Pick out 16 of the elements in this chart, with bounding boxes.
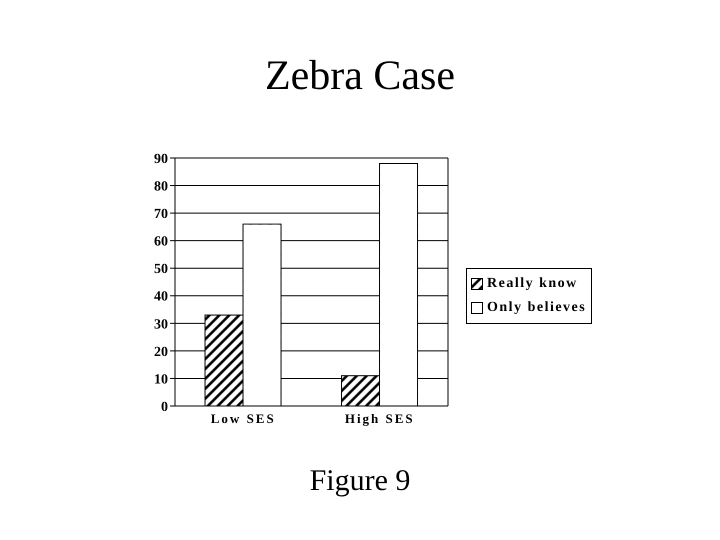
y-tick-label: 10 xyxy=(154,372,168,388)
legend-label: Only believes xyxy=(487,300,586,316)
x-tick-label: High SES xyxy=(344,411,415,426)
y-tick-label: 0 xyxy=(161,400,168,415)
y-tick-label: 80 xyxy=(154,180,168,195)
y-tick-label: 50 xyxy=(154,262,168,278)
y-tick-label: 60 xyxy=(154,234,168,250)
caption: Figure 9 xyxy=(310,464,410,497)
y-tick-label: 20 xyxy=(154,344,168,360)
y-tick-label: 90 xyxy=(154,152,168,167)
x-tick-label: Low SES xyxy=(210,411,276,426)
legend-label: Really know xyxy=(487,276,578,292)
y-tick-label: 30 xyxy=(154,317,168,332)
y-tick-label: 70 xyxy=(154,207,168,222)
y-tick-label: 40 xyxy=(154,290,168,305)
chart-title: Zebra Case xyxy=(264,53,456,99)
